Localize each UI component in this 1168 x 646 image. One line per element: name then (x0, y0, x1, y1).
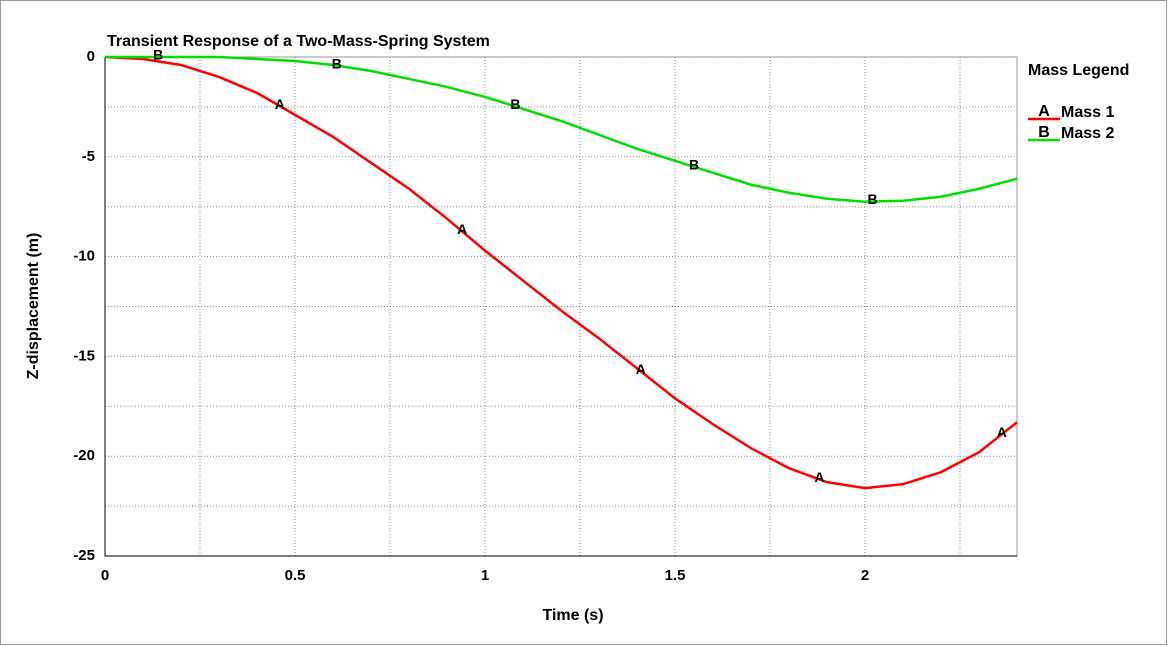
curve-marker: B (689, 156, 699, 172)
legend-marker: B (1038, 124, 1050, 141)
x-tick-label: 1.5 (665, 567, 686, 584)
x-tick-label: 0.5 (285, 567, 306, 584)
y-tick-label: -10 (73, 248, 95, 265)
legend-title: Mass Legend (1028, 62, 1129, 79)
curve-marker: B (510, 96, 520, 112)
curve-marker: A (814, 469, 824, 485)
curve-marker: B (332, 55, 342, 71)
legend-label: Mass 1 (1061, 104, 1114, 121)
y-axis-label: Z-displacement (m) (25, 233, 42, 380)
series-line (104, 55, 1018, 490)
x-tick-label: 0 (101, 567, 109, 584)
curve-marker: A (275, 96, 285, 112)
curve-marker: B (868, 191, 878, 207)
legend-label: Mass 2 (1061, 125, 1114, 142)
curve-marker: A (636, 361, 646, 377)
curve-marker: B (153, 47, 163, 63)
y-tick-label: -15 (73, 347, 95, 364)
y-tick-label: -5 (82, 148, 95, 165)
series-line (105, 55, 1018, 203)
chart-title: Transient Response of a Two-Mass-Spring … (107, 33, 490, 50)
x-axis-label: Time (s) (542, 607, 603, 624)
curve-marker: A (457, 221, 467, 237)
curve-marker: A (997, 424, 1007, 440)
x-tick-label: 2 (861, 567, 869, 584)
legend-marker: A (1038, 103, 1050, 120)
y-tick-label: 0 (87, 48, 95, 65)
y-tick-label: -20 (73, 447, 95, 464)
x-tick-label: 1 (481, 567, 489, 584)
y-tick-label: -25 (73, 547, 95, 564)
